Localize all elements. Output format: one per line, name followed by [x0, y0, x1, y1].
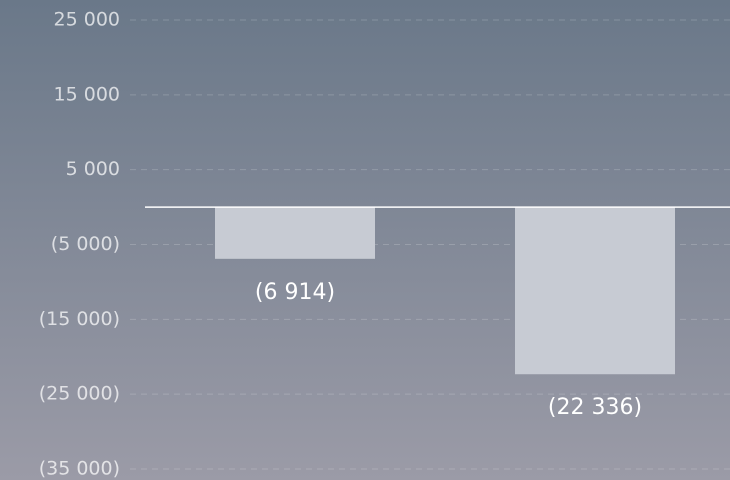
y-tick-label: (35 000) — [39, 458, 120, 480]
y-tick-label: (25 000) — [39, 383, 120, 405]
y-tick-label: 5 000 — [66, 158, 120, 180]
value-label: (22 336) — [548, 395, 642, 420]
bar — [515, 207, 675, 375]
y-tick-label: (5 000) — [51, 233, 120, 255]
y-tick-label: (15 000) — [39, 308, 120, 330]
value-label: (6 914) — [255, 280, 335, 305]
bar — [215, 207, 375, 259]
y-tick-label: 15 000 — [54, 83, 120, 105]
y-tick-label: 25 000 — [54, 9, 120, 31]
